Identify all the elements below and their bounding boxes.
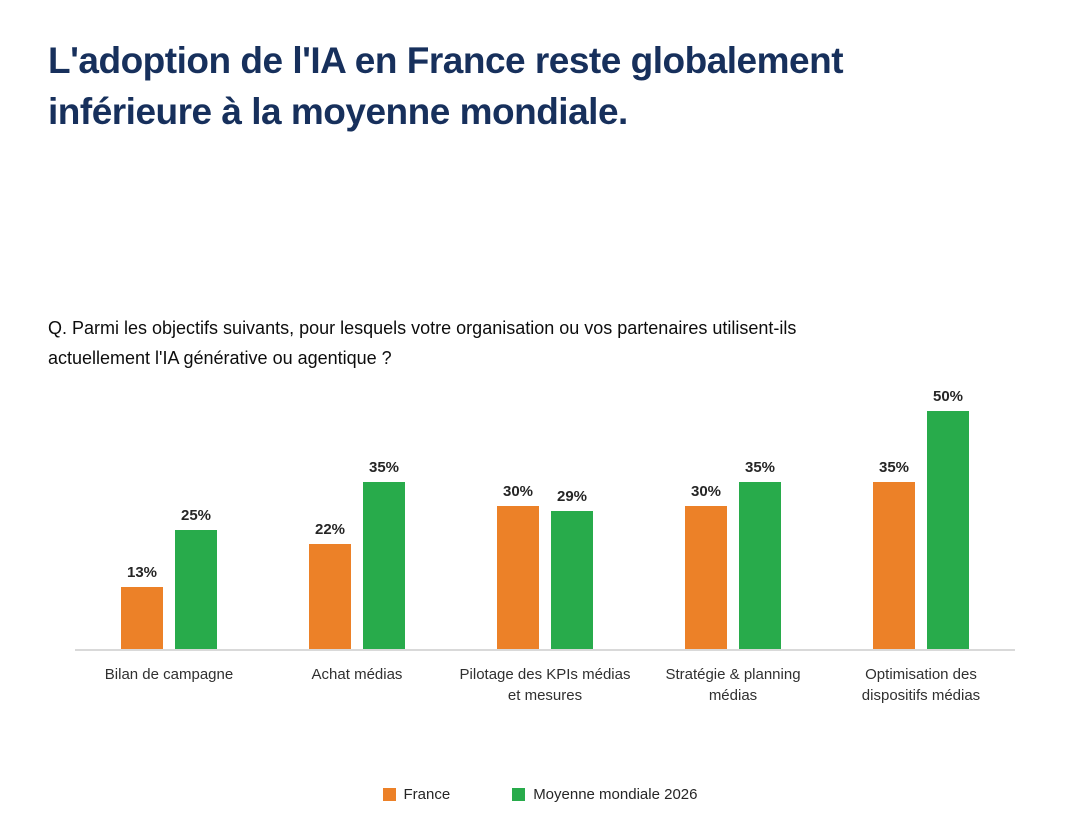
bar-value-label: 25%	[180, 507, 212, 524]
bar-with-label: 35%	[739, 459, 781, 649]
bar-world-average	[739, 482, 781, 649]
bar-with-label: 29%	[551, 488, 593, 649]
category-label: Bilan de campagne	[104, 666, 234, 683]
bar-with-label: 30%	[685, 483, 727, 649]
category-label: Achat médias	[311, 666, 403, 683]
category-label: Optimisation des dispositifs médias	[861, 666, 981, 704]
legend-swatch-france	[382, 788, 396, 801]
bar-france	[121, 587, 163, 649]
survey-question-line2: actuellement l'IA générative ou agentiqu…	[48, 348, 392, 368]
page-title-line1: L'adoption de l'IA en France reste globa…	[48, 40, 844, 81]
bar-with-label: 13%	[121, 564, 163, 649]
bar-value-label: 30%	[690, 483, 722, 500]
bar-value-label: 30%	[502, 483, 534, 500]
bar-value-label: 35%	[368, 459, 400, 476]
bar-value-label: 35%	[878, 459, 910, 476]
survey-question-line1: Q. Parmi les objectifs suivants, pour le…	[48, 318, 797, 338]
bar-with-label: 35%	[873, 459, 915, 649]
bar-chart: 13% 25% 22% 35% 30% 29% 30% 35% 35% 50% Bilan de …	[75, 385, 1015, 706]
bar-world-average	[175, 530, 217, 649]
bar-with-label: 22%	[309, 521, 351, 649]
category-label: Stratégie & planning médias	[665, 666, 801, 704]
survey-question: Q. Parmi les objectifs suivants, pour le…	[48, 313, 1008, 373]
bar-value-label: 35%	[744, 459, 776, 476]
bar-value-label: 13%	[126, 564, 158, 581]
bar-with-label: 30%	[497, 483, 539, 649]
legend-label-france: France	[403, 786, 451, 803]
chart-group: 30% 35%	[639, 385, 827, 649]
bar-world-average	[927, 411, 969, 649]
chart-legend: France Moyenne mondiale 2026	[0, 786, 1080, 803]
chart-group: 22% 35%	[263, 385, 451, 649]
bar-chart-plot: 13% 25% 22% 35% 30% 29% 30% 35% 35% 50%	[75, 385, 1015, 651]
category-label: Pilotage des KPIs médias et mesures	[459, 666, 631, 704]
bar-france	[873, 482, 915, 649]
bar-value-label: 22%	[314, 521, 346, 538]
page-title-line2: inférieure à la moyenne mondiale.	[48, 91, 628, 132]
legend-item-france: France	[382, 786, 451, 803]
bar-france	[309, 544, 351, 649]
chart-group: 30% 29%	[451, 385, 639, 649]
bar-world-average	[363, 482, 405, 649]
page-title: L'adoption de l'IA en France reste globa…	[48, 35, 1038, 137]
chart-group: 35% 50%	[827, 385, 1015, 649]
bar-with-label: 35%	[363, 459, 405, 649]
chart-group: 13% 25%	[75, 385, 263, 649]
bar-france	[497, 506, 539, 649]
bar-chart-categories: Bilan de campagne Achat médias Pilotage de…	[75, 651, 1015, 706]
legend-item-world-average: Moyenne mondiale 2026	[512, 786, 697, 803]
legend-label-world-average: Moyenne mondiale 2026	[533, 786, 698, 803]
bar-with-label: 25%	[175, 507, 217, 649]
bar-with-label: 50%	[927, 388, 969, 649]
bar-france	[685, 506, 727, 649]
bar-value-label: 29%	[556, 488, 588, 505]
bar-world-average	[551, 511, 593, 649]
legend-swatch-world-average	[512, 788, 526, 801]
bar-value-label: 50%	[932, 388, 964, 405]
